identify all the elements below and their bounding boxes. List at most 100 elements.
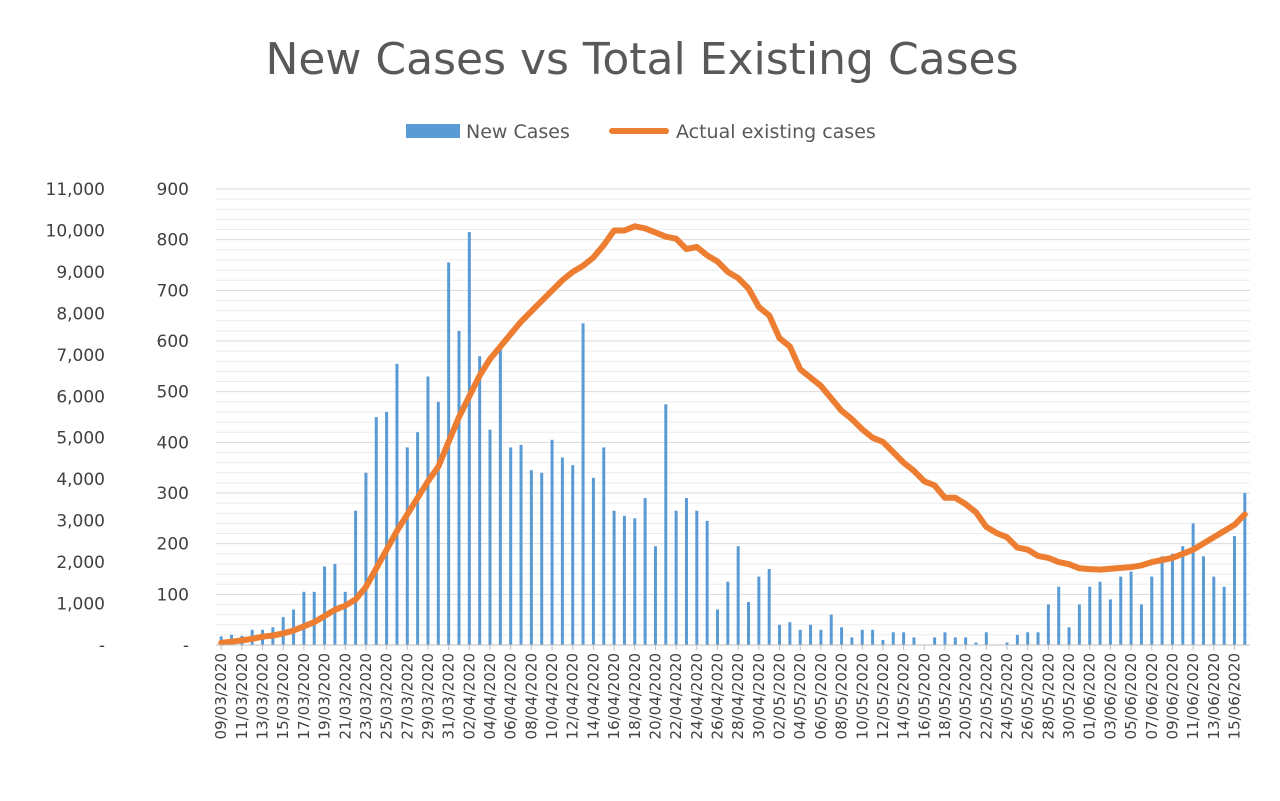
- bar-new-cases: [695, 510, 699, 645]
- bar-new-cases: [850, 637, 854, 645]
- gridlines: [216, 188, 1250, 636]
- bar-new-cases: [778, 624, 782, 645]
- right-axis-tick-label: 600: [157, 332, 189, 352]
- x-tick-label: 10/05/2020: [853, 653, 871, 739]
- bar-new-cases: [540, 472, 544, 645]
- bar-new-cases: [1201, 556, 1205, 645]
- left-axis-tick-label: 7,000: [56, 346, 105, 366]
- right-axis-tick-label: 700: [157, 281, 189, 301]
- bar-new-cases: [943, 632, 947, 645]
- x-tick-label: 04/04/2020: [481, 653, 499, 739]
- x-tick-label: 17/03/2020: [295, 653, 313, 739]
- x-tick-label: 30/04/2020: [750, 653, 768, 739]
- bar-new-cases: [1036, 632, 1040, 645]
- x-tick-label: 26/05/2020: [1019, 653, 1037, 739]
- x-tick-label: 06/04/2020: [502, 653, 520, 739]
- bar-new-cases: [912, 637, 916, 645]
- legend: New Cases Actual existing cases: [406, 121, 876, 143]
- left-axis-tick-label: 11,000: [46, 180, 105, 200]
- bar-new-cases: [1212, 576, 1216, 645]
- x-tick-label: 15/06/2020: [1226, 653, 1244, 739]
- bar-new-cases: [871, 629, 875, 645]
- bar-new-cases: [798, 629, 802, 645]
- x-tick-label: 30/05/2020: [1060, 653, 1078, 739]
- x-tick-label: 02/04/2020: [460, 653, 478, 739]
- right-axis-ticks: - 100 200 300 400 500 600 700 800 900: [157, 180, 189, 656]
- x-tick-label: 16/04/2020: [605, 653, 623, 739]
- bar-new-cases: [622, 515, 626, 645]
- bar-new-cases: [498, 343, 502, 645]
- bar-new-cases: [1088, 586, 1092, 645]
- bar-new-cases: [736, 546, 740, 645]
- chart-title: New Cases vs Total Existing Cases: [265, 34, 1018, 85]
- x-tick-label: 11/03/2020: [233, 653, 251, 739]
- x-tick-label: 10/04/2020: [543, 653, 561, 739]
- x-tick-label: 24/05/2020: [998, 653, 1016, 739]
- left-axis-tick-label: 1,000: [56, 595, 105, 615]
- left-axis-tick-label: 3,000: [56, 512, 105, 532]
- bar-new-cases: [333, 563, 337, 645]
- x-tick-label: 16/05/2020: [915, 653, 933, 739]
- bar-new-cases: [633, 518, 637, 645]
- bar-new-cases: [1098, 581, 1102, 645]
- bar-new-cases: [1067, 627, 1071, 645]
- x-tick-label: 13/06/2020: [1205, 653, 1223, 739]
- x-tick-label: 29/03/2020: [419, 653, 437, 739]
- bar-new-cases: [519, 444, 523, 645]
- bar-new-cases: [664, 404, 668, 645]
- bar-new-cases: [323, 566, 327, 645]
- bar-new-cases: [767, 569, 771, 645]
- left-axis-tick-label: 4,000: [56, 470, 105, 490]
- bar-new-cases: [416, 432, 420, 645]
- line-series-existing-cases: [218, 223, 1248, 646]
- bar-new-cases: [467, 232, 471, 646]
- right-axis-tick-label: 900: [157, 180, 189, 200]
- bar-new-cases: [1015, 634, 1019, 645]
- bar-new-cases: [933, 637, 937, 645]
- bar-new-cases: [426, 376, 430, 645]
- x-tick-label: 24/04/2020: [688, 653, 706, 739]
- x-tick-label: 18/04/2020: [626, 653, 644, 739]
- x-tick-label: 28/05/2020: [1039, 653, 1057, 739]
- bar-new-cases: [302, 591, 306, 645]
- left-axis-tick-label: 5,000: [56, 429, 105, 449]
- x-tick-label: 05/06/2020: [1122, 653, 1140, 739]
- right-axis-tick-label: 100: [157, 585, 189, 605]
- x-tick-label: 13/03/2020: [254, 653, 272, 739]
- bar-new-cases: [902, 632, 906, 645]
- bar-new-cases: [550, 439, 554, 645]
- bar-new-cases: [364, 472, 368, 645]
- bar-new-cases: [1232, 536, 1236, 645]
- x-tick-label: 18/05/2020: [936, 653, 954, 739]
- bar-new-cases: [653, 546, 657, 645]
- bar-new-cases: [964, 637, 968, 645]
- left-axis-tick-label: -: [99, 636, 105, 656]
- bar-new-cases: [881, 639, 885, 645]
- bar-new-cases: [809, 624, 813, 645]
- bar-new-cases: [1243, 493, 1247, 645]
- bar-new-cases: [1139, 604, 1143, 645]
- x-tick-label: 14/04/2020: [584, 653, 602, 739]
- bar-new-cases: [405, 447, 409, 645]
- bar-new-cases: [715, 609, 719, 645]
- bar-new-cases: [509, 447, 513, 645]
- x-tick-label: 04/05/2020: [791, 653, 809, 739]
- x-tick-label: 23/03/2020: [357, 653, 375, 739]
- legend-label-new-cases: New Cases: [466, 121, 570, 143]
- right-axis-tick-label: 500: [157, 383, 189, 403]
- bar-new-cases: [478, 356, 482, 645]
- bar-new-cases: [747, 601, 751, 645]
- bar-new-cases: [726, 581, 730, 645]
- bar-series-new-cases: [219, 232, 1247, 646]
- legend-label-existing-cases: Actual existing cases: [676, 121, 876, 143]
- x-tick-label: 06/05/2020: [812, 653, 830, 739]
- bar-new-cases: [571, 465, 575, 645]
- x-tick-label: 11/06/2020: [1184, 653, 1202, 739]
- bar-new-cases: [953, 637, 957, 645]
- x-tick-label: 09/03/2020: [212, 653, 230, 739]
- bar-new-cases: [974, 642, 978, 645]
- left-axis-tick-label: 10,000: [46, 221, 105, 241]
- bar-new-cases: [840, 627, 844, 645]
- x-tick-label: 20/04/2020: [647, 653, 665, 739]
